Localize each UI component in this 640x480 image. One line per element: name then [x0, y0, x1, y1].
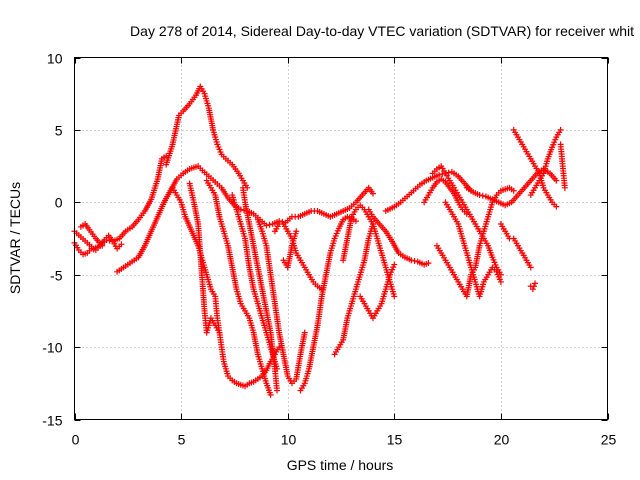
data-point [118, 241, 125, 248]
data-point [266, 221, 273, 228]
series-arc26 [510, 126, 560, 210]
series-arc19 [382, 168, 475, 214]
series-arc27 [527, 126, 564, 199]
series-arc7 [186, 180, 223, 336]
x-tick-label: 10 [281, 432, 297, 448]
series-arc15 [331, 221, 398, 358]
x-tick-label: 15 [387, 432, 403, 448]
data-point [530, 283, 537, 290]
series-arc8 [203, 177, 274, 398]
y-tick-label: 0 [55, 195, 63, 211]
data-point [263, 222, 270, 229]
data-point [527, 264, 534, 271]
data-point [267, 391, 274, 398]
y-tick-label: -10 [42, 340, 62, 356]
y-tick-label: -5 [50, 268, 63, 284]
grid [74, 57, 608, 420]
series-arc25 [497, 221, 534, 271]
series-arc14 [297, 213, 359, 394]
series-arc18 [365, 206, 432, 268]
series-arc2 [71, 232, 125, 258]
data-point [391, 261, 398, 268]
y-tick-labels: -15 -10 -5 0 5 10 [42, 51, 62, 429]
x-tick-label: 25 [601, 432, 617, 448]
series-arc29 [557, 141, 568, 191]
x-tick-label: 5 [178, 432, 186, 448]
series-arc3 [77, 221, 106, 249]
data-point [529, 286, 536, 293]
y-tick-label: -15 [42, 413, 62, 429]
data-point [99, 242, 106, 249]
data-point [497, 278, 504, 285]
data-point [476, 192, 483, 199]
x-tick-labels: 0 5 10 15 20 25 [72, 432, 617, 448]
data-point [301, 329, 308, 336]
data-point [553, 177, 560, 184]
series-arc24 [463, 165, 560, 209]
series-arc12 [271, 221, 325, 293]
series-arc5 [114, 163, 376, 275]
series-arc10 [239, 184, 281, 394]
series-arc1 [71, 152, 170, 252]
data-point [479, 192, 486, 199]
data-point [293, 228, 300, 235]
data-point [553, 203, 560, 210]
y-tick-label: 5 [55, 123, 63, 139]
data-point [557, 126, 564, 133]
axis-ticks [74, 57, 609, 421]
data-points [71, 83, 568, 398]
x-tick-label: 0 [72, 432, 80, 448]
data-point [391, 293, 398, 300]
series-arc16 [340, 202, 376, 264]
series-arc4 [163, 83, 251, 191]
data-point [274, 387, 281, 394]
data-point [510, 187, 517, 194]
data-point [411, 257, 418, 264]
data-point [439, 171, 446, 178]
data-point [369, 190, 376, 197]
y-axis-label: SDTVAR / TECUs [7, 182, 23, 294]
data-point [408, 257, 415, 264]
data-point [369, 221, 376, 228]
data-point [532, 280, 539, 287]
data-point [352, 218, 359, 225]
series-arc23 [433, 184, 517, 300]
data-point [216, 329, 223, 336]
chart-title: Day 278 of 2014, Sidereal Day-to-day VTE… [130, 23, 634, 39]
series-arc11 [254, 216, 308, 387]
series-arc17 [357, 261, 398, 322]
x-axis-label: GPS time / hours [287, 457, 394, 473]
data-point [445, 169, 452, 176]
plot-frame [74, 57, 608, 420]
series-arc28 [527, 280, 539, 293]
data-point [436, 171, 443, 178]
x-tick-label: 20 [494, 432, 510, 448]
y-tick-label: 10 [47, 51, 63, 67]
series-arc13 [280, 228, 300, 271]
data-point [561, 184, 568, 191]
data-point [425, 260, 432, 267]
